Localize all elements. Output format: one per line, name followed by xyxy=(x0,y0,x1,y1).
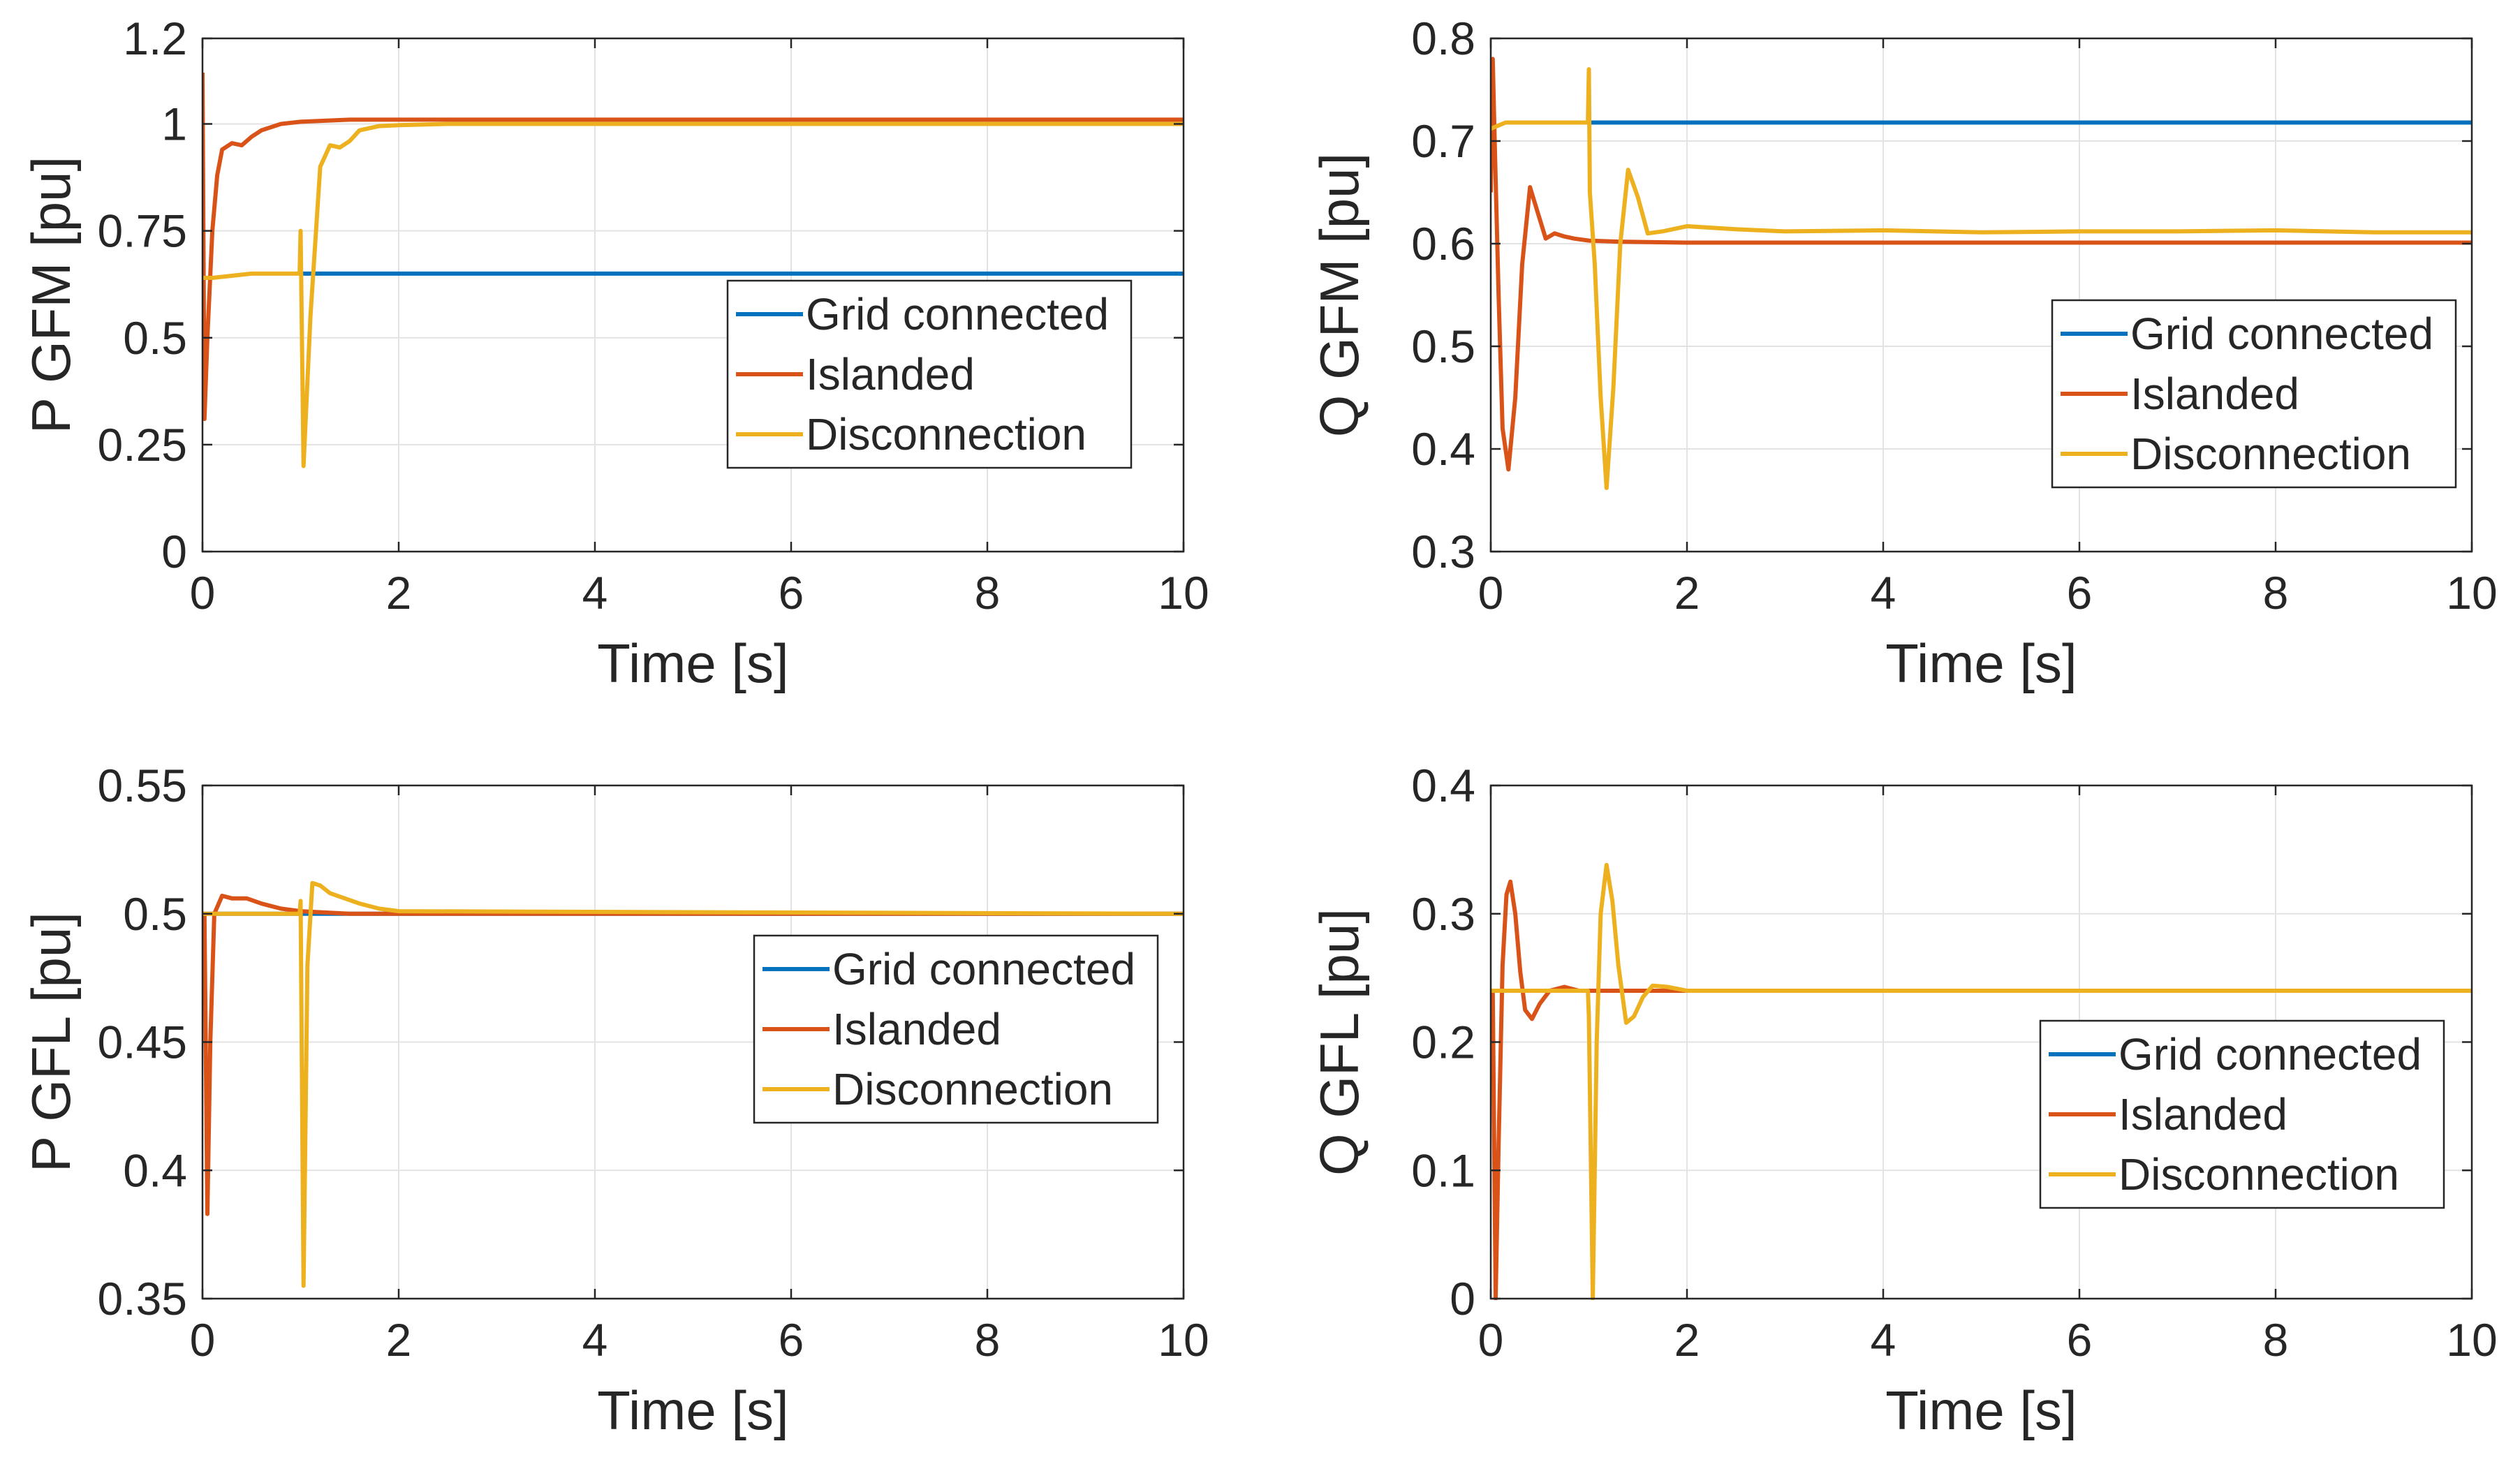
p-gfm-series-disconnection xyxy=(202,121,1184,468)
p-gfm-y-tick-label: 0.25 xyxy=(98,419,187,471)
q-gfl-y-axis-label: Q GFL [pu] xyxy=(1309,908,1370,1176)
p-gfm-legend-label: Grid connected xyxy=(806,289,1109,339)
p-gfl-chart: 0 2 4 6 8 10 0.35 0.4 0.45 0.5 0.55 Time [s] P GFL [… xyxy=(20,760,1209,1441)
p-gfl-y-tick-label: 0.4 xyxy=(123,1144,187,1196)
q-gfm-x-tick-label: 2 xyxy=(1674,567,1700,619)
q-gfm-x-tick-label: 10 xyxy=(2446,567,2497,619)
q-gfl-legend: Grid connected Islanded Disconnection xyxy=(2039,1019,2445,1209)
p-gfm-y-axis-label: P GFM [pu] xyxy=(20,156,82,434)
p-gfl-x-tick-label: 4 xyxy=(582,1314,608,1366)
q-gfm-x-axis-label: Time [s] xyxy=(1885,633,2077,694)
q-gfl-y-tick-label: 0.2 xyxy=(1411,1017,1475,1068)
q-gfm-y-tick-label: 0.5 xyxy=(1411,320,1475,372)
q-gfm-legend: Grid connected Islanded Disconnection xyxy=(2051,299,2457,489)
q-gfm-x-tick-label: 8 xyxy=(2263,567,2289,619)
q-gfl-chart: 0 2 4 6 8 10 0 0.1 0.2 0.3 0.4 Time [s] Q GFL [pu] Gr… xyxy=(1309,760,2498,1441)
p-gfl-y-tick-label: 0.55 xyxy=(98,760,187,811)
p-gfl-legend: Grid connected Islanded Disconnection xyxy=(753,934,1159,1124)
p-gfl-x-tick-label: 0 xyxy=(190,1314,216,1366)
q-gfl-y-tick-label: 0.1 xyxy=(1411,1144,1475,1196)
q-gfm-x-tick-label: 4 xyxy=(1871,567,1896,619)
p-gfl-y-tick-label: 0.35 xyxy=(98,1273,187,1324)
p-gfm-x-axis-label: Time [s] xyxy=(597,633,788,694)
q-gfm-legend-label: Disconnection xyxy=(2130,429,2411,479)
p-gfm-series-islanded xyxy=(202,72,1184,422)
p-gfm-y-tick-label: 1 xyxy=(161,98,187,150)
p-gfm-x-tick-label: 6 xyxy=(779,567,804,619)
q-gfl-x-tick-label: 2 xyxy=(1674,1314,1700,1366)
q-gfm-series-disconnection xyxy=(1491,67,2472,490)
q-gfm-axes-box xyxy=(1489,37,2473,553)
p-gfm-x-tick-label: 8 xyxy=(975,567,1001,619)
q-gfl-y-tick-label: 0.4 xyxy=(1411,760,1475,811)
p-gfm-legend-label: Islanded xyxy=(806,349,975,399)
q-gfm-chart: 0 2 4 6 8 10 0.3 0.4 0.5 0.6 0.7 0.8 Time [s] Q GFM [… xyxy=(1309,13,2498,694)
q-gfl-x-tick-label: 8 xyxy=(2263,1314,2289,1366)
q-gfl-x-tick-label: 10 xyxy=(2446,1314,2497,1366)
p-gfl-x-tick-label: 10 xyxy=(1158,1314,1209,1366)
p-gfm-x-tick-label: 4 xyxy=(582,567,608,619)
p-gfm-y-tick-label: 0 xyxy=(161,526,187,577)
q-gfm-x-tick-label: 0 xyxy=(1478,567,1504,619)
p-gfm-axes-box xyxy=(201,37,1185,553)
p-gfm-x-tick-label: 0 xyxy=(190,567,216,619)
p-gfl-x-tick-label: 2 xyxy=(386,1314,412,1366)
p-gfl-x-tick-label: 8 xyxy=(975,1314,1001,1366)
q-gfl-legend-label: Islanded xyxy=(2119,1089,2287,1139)
q-gfl-y-tick-label: 0.3 xyxy=(1411,888,1475,940)
q-gfm-x-tick-label: 6 xyxy=(2067,567,2093,619)
q-gfm-legend-label: Islanded xyxy=(2130,369,2299,419)
p-gfl-y-axis-label: P GFL [pu] xyxy=(20,912,82,1172)
p-gfm-x-tick-label: 10 xyxy=(1158,567,1209,619)
q-gfl-x-tick-label: 0 xyxy=(1478,1314,1504,1366)
q-gfm-legend-label: Grid connected xyxy=(2130,309,2433,359)
p-gfl-legend-label: Islanded xyxy=(832,1004,1001,1054)
q-gfl-series-islanded xyxy=(1491,879,2472,1300)
p-gfm-chart: 0 2 4 6 8 10 0 0.25 0.5 0.75 1 1.2 Time [s] P GFM [pu… xyxy=(20,13,1209,694)
p-gfm-y-tick-label: 0.5 xyxy=(123,312,187,364)
q-gfl-legend-label: Disconnection xyxy=(2119,1149,2399,1199)
q-gfl-x-axis-label: Time [s] xyxy=(1885,1380,2077,1441)
p-gfm-x-tick-label: 2 xyxy=(386,567,412,619)
q-gfl-x-tick-label: 6 xyxy=(2067,1314,2093,1366)
q-gfm-y-tick-label: 0.6 xyxy=(1411,218,1475,270)
q-gfm-y-tick-label: 0.8 xyxy=(1411,13,1475,64)
p-gfm-y-tick-label: 1.2 xyxy=(123,13,187,64)
q-gfm-y-tick-label: 0.4 xyxy=(1411,423,1475,475)
p-gfl-legend-label: Grid connected xyxy=(832,944,1135,994)
p-gfl-y-tick-label: 0.5 xyxy=(123,888,187,940)
p-gfl-x-axis-label: Time [s] xyxy=(597,1380,788,1441)
p-gfl-series-disconnection xyxy=(202,880,1184,1288)
q-gfl-series-disconnection xyxy=(1491,862,2472,1300)
q-gfl-legend-label: Grid connected xyxy=(2119,1029,2422,1079)
q-gfm-y-tick-label: 0.3 xyxy=(1411,526,1475,577)
q-gfl-y-tick-label: 0 xyxy=(1450,1273,1475,1324)
p-gfm-legend: Grid connected Islanded Disconnection xyxy=(726,279,1133,469)
q-gfm-y-tick-label: 0.7 xyxy=(1411,115,1475,167)
q-gfl-x-tick-label: 4 xyxy=(1871,1314,1896,1366)
p-gfl-x-tick-label: 6 xyxy=(779,1314,804,1366)
p-gfm-y-tick-label: 0.75 xyxy=(98,205,187,257)
p-gfl-legend-label: Disconnection xyxy=(832,1064,1113,1114)
p-gfm-legend-label: Disconnection xyxy=(806,409,1086,459)
q-gfm-y-axis-label: Q GFM [pu] xyxy=(1309,153,1370,437)
p-gfl-y-tick-label: 0.45 xyxy=(98,1017,187,1068)
